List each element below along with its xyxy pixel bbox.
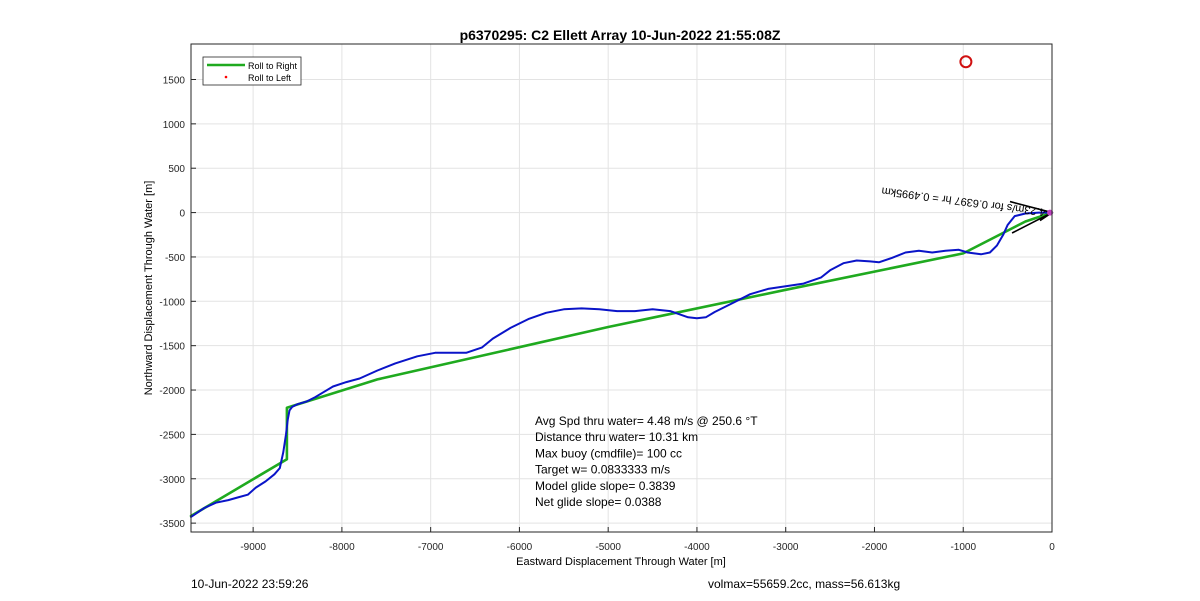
x-tick-label: -4000: [684, 542, 710, 553]
annotation-line: Max buoy (cmdfile)= 100 cc: [535, 446, 682, 460]
annotation-line: Model glide slope= 0.3839: [535, 479, 676, 493]
x-axis-label: Eastward Displacement Through Water [m]: [516, 556, 726, 568]
legend-box: [202, 56, 302, 86]
legend-dot-roll-to-left: [224, 75, 228, 79]
x-tick-label: -9000: [240, 542, 266, 553]
y-tick-label: -500: [165, 253, 185, 264]
series-line-trajectory: [190, 211, 1053, 518]
legend-label-roll-to-right: Roll to Right: [248, 61, 298, 71]
marker-circle: [959, 55, 973, 69]
annotation-line: Target w= 0.0833333 m/s: [535, 463, 670, 477]
plot-frame: [190, 43, 1053, 533]
footer-volmax-mass: volmax=55659.2cc, mass=56.613kg: [708, 577, 901, 591]
y-tick-label: -3500: [159, 519, 185, 530]
plot-area: [191, 44, 1052, 532]
legend: Roll to Right Roll to Left: [202, 56, 302, 86]
y-tick-label: 1500: [163, 75, 186, 86]
annotation-line: Avg Spd thru water= 4.48 m/s @ 250.6 °T: [535, 414, 758, 428]
arrow-shaft: [1011, 211, 1053, 234]
y-tick-label: 0: [179, 209, 185, 220]
x-tick-label: -2000: [862, 542, 888, 553]
annotation-box: Avg Spd thru water= 4.48 m/s @ 250.6 °T D…: [535, 414, 758, 509]
x-tick-label: -1000: [950, 542, 976, 553]
x-tick-label: -6000: [507, 542, 533, 553]
y-tick-label: 1000: [163, 120, 186, 131]
series-layer: [189, 211, 1054, 518]
y-tick-label: -3000: [159, 475, 185, 486]
y-tick-label: -1500: [159, 342, 185, 353]
y-tick-label: -2000: [159, 386, 185, 397]
x-tick-label: -3000: [773, 542, 799, 553]
x-tick-label: -5000: [595, 542, 621, 553]
arrow-head-upper: [1009, 200, 1053, 214]
x-tick-label: 0: [1049, 542, 1055, 553]
x-tick-label: -7000: [418, 542, 444, 553]
chart-title: p6370295: C2 Ellett Array 10-Jun-2022 21…: [460, 27, 781, 43]
y-tick-label: -2500: [159, 430, 185, 441]
y-tick-label: -1000: [159, 297, 185, 308]
annotation-line: Net glide slope= 0.0388: [535, 495, 662, 509]
y-axis-label: Northward Displacement Through Water [m]: [143, 181, 155, 396]
y-tick-label: 500: [168, 164, 185, 175]
x-tick-label: -8000: [329, 542, 355, 553]
footer-timestamp: 10-Jun-2022 23:59:26: [191, 577, 309, 591]
legend-label-roll-to-left: Roll to Left: [248, 73, 292, 83]
annotation-line: Distance thru water= 10.31 km: [535, 430, 698, 444]
ticks: -9000 -8000 -7000 -6000 -5000 -4000 -3000 -2000…: [159, 75, 1055, 553]
